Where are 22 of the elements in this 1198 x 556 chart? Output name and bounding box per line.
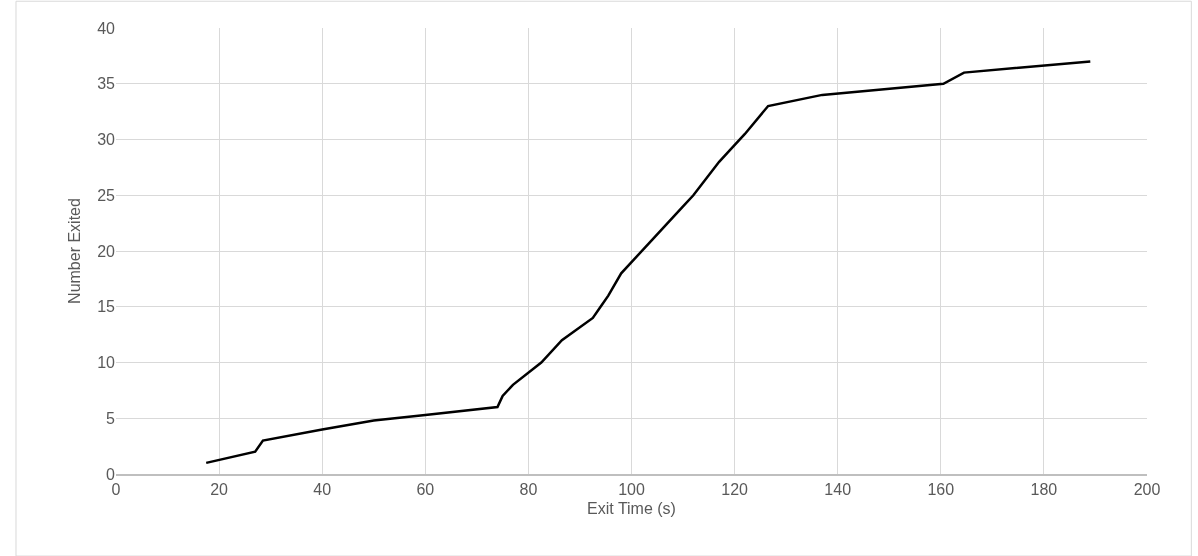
x-tick-label: 100	[618, 480, 645, 498]
y-tick-label: 10	[97, 354, 116, 372]
y-tick-label: 40	[97, 19, 116, 37]
y-tick-label: 0	[106, 465, 116, 483]
x-tick-label: 40	[313, 480, 332, 498]
y-axis-title: Number Exited	[66, 198, 84, 304]
x-tick-label: 200	[1133, 480, 1161, 498]
y-tick-label: 25	[97, 186, 116, 204]
x-tick-label: 60	[416, 480, 435, 498]
x-tick-label: 180	[1030, 480, 1058, 498]
x-tick-label: 120	[721, 480, 749, 498]
y-tick-label: 15	[97, 298, 116, 316]
x-tick-label: 160	[927, 480, 955, 498]
y-tick-label: 30	[97, 131, 116, 149]
x-axis-title: Exit Time (s)	[587, 500, 676, 518]
x-tick-label: 140	[824, 480, 852, 498]
x-tick-label: 80	[519, 480, 538, 498]
x-tick-label: 20	[210, 480, 229, 498]
y-tick-label: 20	[97, 242, 116, 260]
y-tick-label: 35	[97, 75, 116, 93]
y-tick-label: 5	[106, 409, 116, 427]
line-series	[204, 60, 1092, 465]
